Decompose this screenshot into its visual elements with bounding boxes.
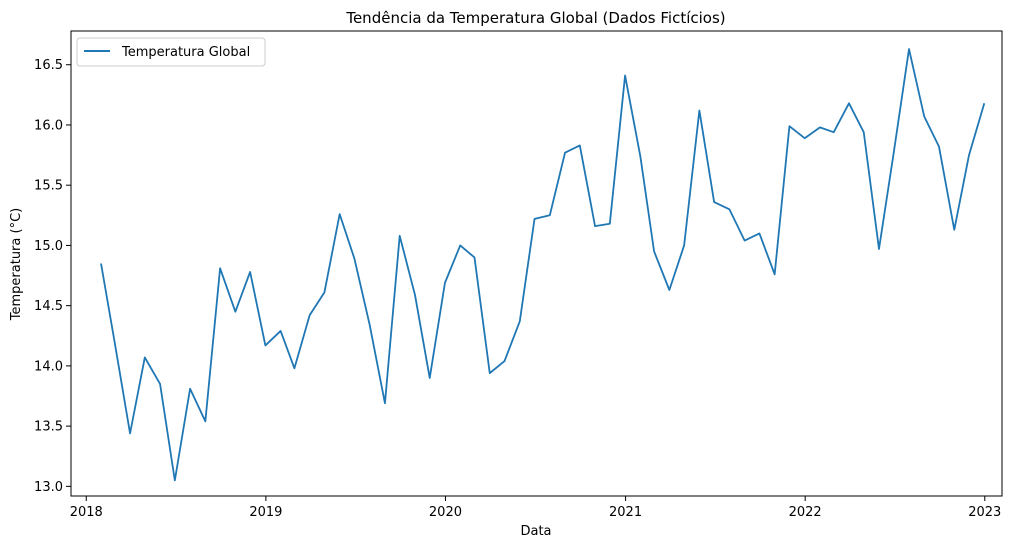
y-tick-label: 14.5	[34, 299, 63, 314]
x-tick-label: 2019	[249, 505, 282, 520]
y-tick-label: 15.0	[34, 239, 63, 254]
x-tick-label: 2023	[968, 505, 1001, 520]
y-tick-label: 13.0	[34, 480, 63, 495]
series-layer	[100, 48, 986, 482]
legend-entry-label: Temperatura Global	[121, 45, 250, 60]
series-line-0	[100, 48, 986, 482]
y-tick-label: 14.0	[34, 359, 63, 374]
plot-area	[71, 31, 1002, 496]
x-tick-label: 2020	[429, 505, 462, 520]
plot-frame	[70, 30, 1003, 497]
y-axis: 13.0 13.5 14.0 14.5 15.0 15.5 16.0 16.5	[34, 58, 71, 495]
y-tick-label: 16.0	[34, 118, 63, 133]
x-tick-label: 2018	[70, 505, 103, 520]
chart-title: Tendência da Temperatura Global (Dados F…	[345, 9, 725, 27]
y-tick-label: 16.5	[34, 58, 63, 73]
y-axis-label: Temperatura (°C)	[9, 208, 24, 321]
x-tick-label: 2021	[609, 505, 642, 520]
y-tick-label: 15.5	[34, 179, 63, 194]
x-axis-label: Data	[520, 524, 551, 539]
legend-box	[76, 37, 266, 67]
x-axis: 2018 2019 2020 2021 2022 2023	[70, 496, 1001, 520]
legend: Temperatura Global	[76, 37, 266, 67]
y-tick-label: 13.5	[34, 420, 63, 435]
x-tick-label: 2022	[789, 505, 822, 520]
